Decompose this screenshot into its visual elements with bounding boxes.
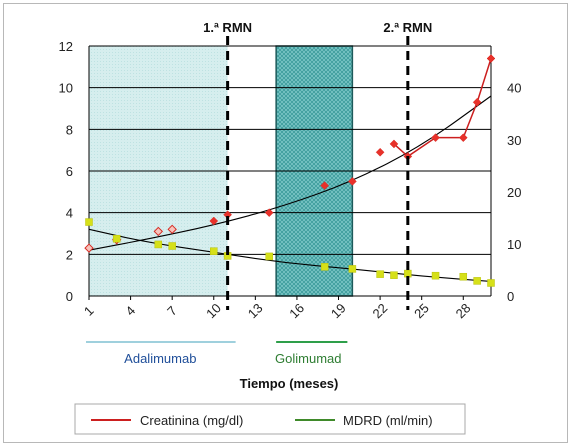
creatinina-point	[375, 147, 385, 157]
mdrd-point	[390, 271, 398, 279]
rmn-marker-label-1: 1.ª RMN	[203, 20, 252, 35]
y2-tick-label: 20	[507, 185, 521, 200]
mdrd-point	[154, 240, 163, 249]
creatinina-point	[348, 177, 357, 186]
y-tick-label: 12	[59, 39, 73, 54]
axes	[88, 46, 492, 300]
treatment-label-adalimumab: Adalimumab	[124, 351, 196, 366]
y-tick-label: 10	[59, 81, 73, 96]
creatinina-point	[84, 243, 94, 253]
x-tick-label: 28	[453, 300, 474, 321]
y2-tick-label: 30	[507, 133, 521, 148]
mdrd-point	[320, 263, 329, 271]
creatinina-point	[153, 226, 164, 237]
y-tick-label: 8	[66, 122, 73, 137]
mdrd-point	[210, 247, 218, 255]
creatinina-point	[320, 181, 330, 190]
mdrd-point	[487, 279, 495, 287]
y-tick-label: 4	[66, 206, 73, 221]
x-tick-label: 7	[164, 303, 180, 319]
x-tick-label: 19	[328, 300, 349, 321]
creatinina-point	[167, 224, 177, 235]
creatinina-point	[486, 54, 496, 63]
mdrd-point	[473, 277, 481, 285]
rmn-markers: 1.ª RMN 2.ª RMN	[203, 20, 432, 310]
trendlines	[88, 95, 492, 282]
rmn-marker-label-2: 2.ª RMN	[383, 20, 432, 35]
mdrd-point	[112, 234, 121, 243]
mdrd-point	[265, 252, 273, 261]
creatinina-point	[472, 97, 482, 107]
creatinina-point	[431, 133, 440, 143]
x-tick-label: 16	[286, 300, 307, 321]
treatment-label-golimumad: Golimumad	[275, 351, 341, 366]
data-series	[84, 54, 496, 287]
y-tick-label: 6	[66, 164, 73, 179]
mdrd-point	[376, 270, 384, 278]
mdrd-point	[431, 271, 440, 280]
x-tick-label: 22	[370, 300, 391, 321]
creatinina-point	[209, 216, 219, 226]
y-tick-label: 0	[66, 289, 73, 304]
y-tick-label: 2	[66, 247, 73, 262]
x-tick-label: 13	[245, 300, 266, 321]
trendline-mdrd	[88, 228, 492, 282]
x-tick-label: 4	[123, 303, 139, 319]
creatinina-point	[389, 139, 399, 149]
y2-tick-label: 10	[507, 237, 521, 252]
creatinina-line	[393, 58, 492, 158]
legend-mdrd-label: MDRD (ml/min)	[343, 413, 433, 428]
x-tick-label: 10	[203, 300, 224, 321]
mdrd-point	[168, 242, 176, 250]
legend-creatinina-label: Creatinina (mg/dl)	[140, 413, 243, 428]
x-tick-label: 25	[411, 300, 432, 321]
x-tick-label: 1	[81, 303, 97, 319]
mdrd-point	[85, 218, 93, 226]
legend: Creatinina (mg/dl) MDRD (ml/min)	[74, 403, 466, 435]
y2-tick-label: 40	[507, 81, 521, 96]
trendline-creatinina	[88, 95, 492, 251]
mdrd-point	[348, 265, 357, 273]
legend-box	[74, 403, 466, 435]
creatinina-point	[264, 208, 274, 218]
x-axis-title: Tiempo (meses)	[240, 376, 339, 391]
y2-tick-label: 0	[507, 289, 514, 304]
creatinina-point	[458, 133, 468, 143]
mdrd-point	[459, 272, 468, 281]
